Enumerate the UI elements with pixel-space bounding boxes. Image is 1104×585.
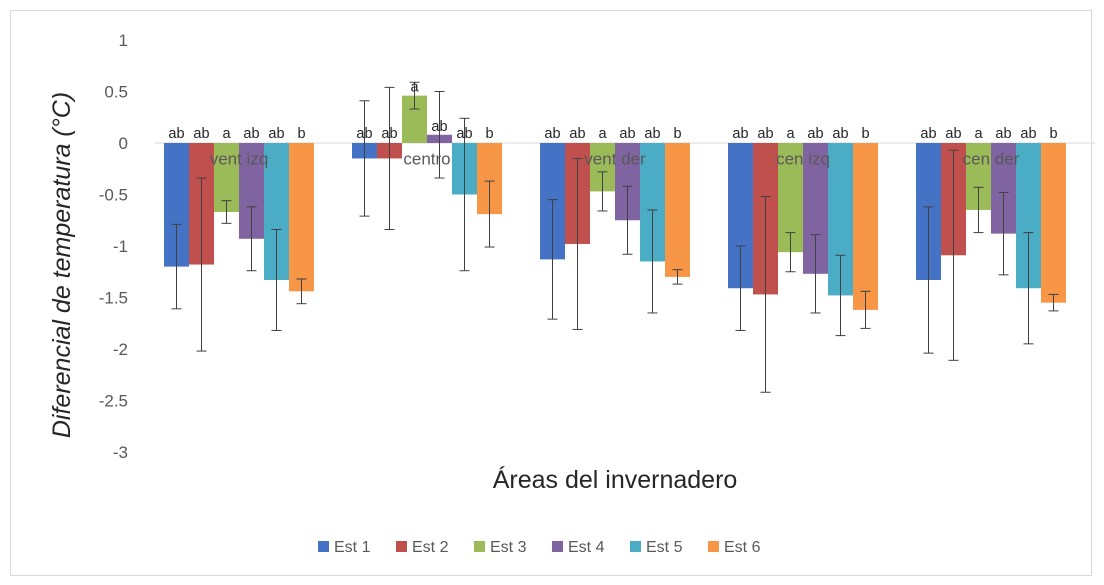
bar — [1041, 143, 1066, 303]
significance-letter: ab — [757, 126, 773, 142]
legend-swatch — [708, 541, 719, 552]
significance-letter: ab — [995, 126, 1011, 142]
significance-letter: a — [598, 126, 607, 142]
significance-letter: a — [222, 126, 231, 142]
category-label: vent der — [584, 149, 646, 168]
legend-swatch — [630, 541, 641, 552]
significance-letter: ab — [832, 126, 848, 142]
chart-frame — [10, 10, 1092, 576]
y-tick-label: -3 — [113, 443, 128, 462]
significance-letter: a — [974, 126, 983, 142]
legend-label: Est 2 — [412, 539, 449, 556]
category-labels-layer: vent izq centro vent der cen izq cen der — [210, 149, 1020, 168]
y-tick-label: 0 — [119, 134, 128, 153]
significance-letter: ab — [1020, 126, 1036, 142]
significance-letter: b — [861, 126, 869, 142]
legend-item: Est 6 — [708, 539, 761, 556]
legend-swatch — [552, 541, 563, 552]
significance-letter: a — [410, 80, 419, 96]
legend-item: Est 4 — [552, 539, 605, 556]
category-label: cen izq — [776, 149, 830, 168]
y-tick-label: -2 — [113, 340, 128, 359]
y-axis-label: Diferencial de temperatura (°C) — [48, 92, 76, 438]
category-label: centro — [403, 149, 450, 168]
legend-label: Est 4 — [568, 539, 605, 556]
significance-letter: ab — [644, 126, 660, 142]
significance-letter: ab — [569, 126, 585, 142]
category-label: cen der — [963, 149, 1020, 168]
legend-label: Est 1 — [334, 539, 371, 556]
y-tick-label: -1.5 — [99, 289, 128, 308]
y-tick-label: -0.5 — [99, 186, 128, 205]
legend: Est 1 Est 2 Est 3 Est 4 Est 5 Est 6 — [318, 539, 761, 556]
bar — [289, 143, 314, 292]
significance-letter: ab — [920, 126, 936, 142]
error-bars-layer — [171, 81, 1059, 393]
legend-label: Est 5 — [646, 539, 683, 556]
legend-label: Est 6 — [724, 539, 761, 556]
significance-letter: ab — [945, 126, 961, 142]
significance-letter: ab — [456, 126, 472, 142]
significance-letter: ab — [619, 126, 635, 142]
legend-swatch — [474, 541, 485, 552]
significance-letter: ab — [807, 126, 823, 142]
legend-item: Est 1 — [318, 539, 371, 556]
category-label: vent izq — [210, 149, 269, 168]
significance-letter: ab — [268, 126, 284, 142]
significance-letter: b — [1049, 126, 1057, 142]
y-tick-label: 0.5 — [104, 83, 128, 102]
significance-letter: ab — [356, 126, 372, 142]
significance-letter: ab — [193, 126, 209, 142]
significance-letter: ab — [431, 119, 447, 135]
y-tick-label: -2.5 — [99, 392, 128, 411]
bar — [853, 143, 878, 310]
x-axis-label: Áreas del invernadero — [493, 465, 738, 494]
bar — [665, 143, 690, 277]
y-tick-label: -1 — [113, 237, 128, 256]
significance-letter: ab — [243, 126, 259, 142]
significance-letter: b — [673, 126, 681, 142]
significance-letter: ab — [732, 126, 748, 142]
legend-item: Est 2 — [396, 539, 449, 556]
significance-letter: ab — [544, 126, 560, 142]
legend-label: Est 3 — [490, 539, 527, 556]
significance-letter: b — [485, 126, 493, 142]
significance-letter: ab — [168, 126, 184, 142]
legend-swatch — [318, 541, 329, 552]
legend-item: Est 5 — [630, 539, 683, 556]
significance-letter: a — [786, 126, 795, 142]
significance-letter: b — [297, 126, 305, 142]
y-tick-label: 1 — [119, 31, 128, 50]
legend-swatch — [396, 541, 407, 552]
legend-item: Est 3 — [474, 539, 527, 556]
y-axis-ticks: 1 0.5 0 -0.5 -1 -1.5 -2 -2.5 -3 — [99, 31, 128, 462]
significance-letter: ab — [381, 126, 397, 142]
